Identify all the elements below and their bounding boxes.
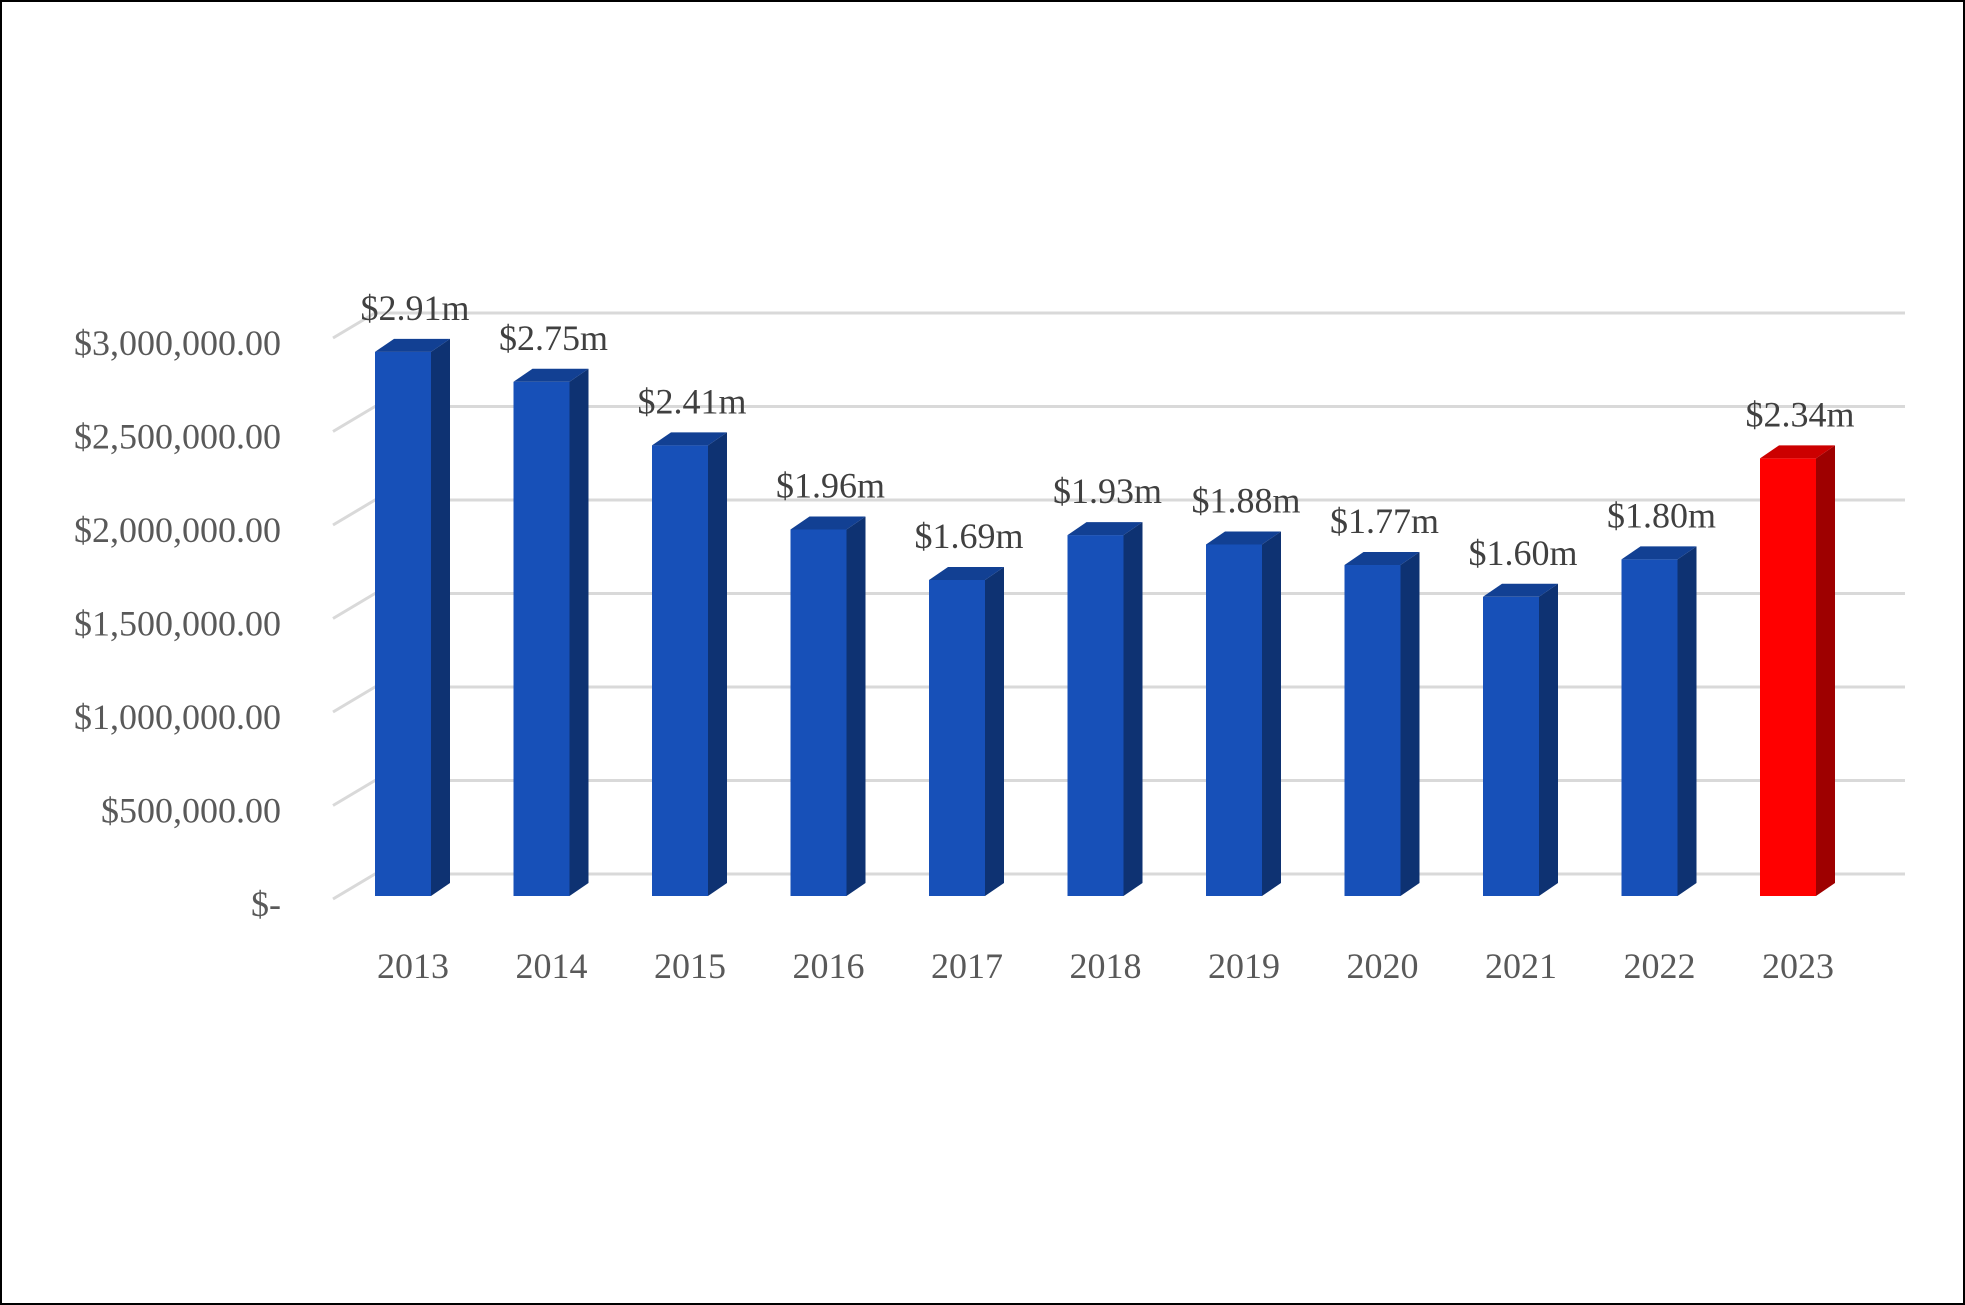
bar: [1067, 522, 1143, 896]
x-tick-label: 2023: [1762, 946, 1834, 986]
x-tick-label: 2021: [1485, 946, 1557, 986]
y-tick-label: $3,000,000.00: [74, 323, 281, 363]
bar: [513, 368, 589, 896]
bar-front: [929, 579, 985, 896]
y-tick-label: $1,500,000.00: [74, 604, 281, 644]
bar-side: [985, 566, 1004, 896]
x-tick-label: 2018: [1070, 946, 1142, 986]
data-label: $2.34m: [1745, 394, 1854, 434]
bar-side: [1123, 522, 1143, 896]
bar-top: [513, 368, 589, 382]
bar: [375, 338, 450, 897]
bar-top: [652, 432, 727, 446]
bar-top: [929, 566, 1004, 580]
bar-top: [1760, 445, 1835, 459]
x-tick-label: 2020: [1347, 946, 1419, 986]
bar-front: [790, 529, 847, 896]
y-tick-label: $1,000,000.00: [74, 697, 281, 737]
bar-front: [1621, 559, 1678, 896]
y-tick-label: $2,500,000.00: [74, 417, 281, 457]
bar: [652, 432, 727, 896]
bars: [375, 338, 1835, 897]
bar-front: [1483, 596, 1539, 896]
bar: [1344, 552, 1420, 896]
bar: [1483, 583, 1558, 896]
bar: [1206, 531, 1281, 896]
bar-side: [431, 338, 450, 897]
x-axis-tick-labels: 2013 2014 2015 2016 2017 2018 2019 2020 2021 2022…: [377, 946, 1834, 986]
y-tick-label: $-: [251, 884, 281, 924]
bar-front: [652, 445, 708, 896]
bar: [929, 566, 1004, 896]
bar-front: [1067, 535, 1124, 896]
bar-top: [1344, 552, 1420, 566]
bar-front: [1760, 458, 1816, 896]
bar-side: [1400, 552, 1420, 896]
data-label: $1.60m: [1468, 533, 1577, 573]
bar-side: [1262, 531, 1281, 896]
y-tick-label: $2,000,000.00: [74, 510, 281, 550]
bar-top: [375, 338, 450, 352]
data-labels: $2.91m $2.75m $2.41m $1.96m $1.69m $1.93m $1.8…: [360, 288, 1854, 573]
data-label: $1.80m: [1607, 495, 1716, 535]
bar-top: [1067, 522, 1143, 536]
data-label: $2.41m: [637, 381, 746, 421]
data-label: $1.93m: [1053, 471, 1162, 511]
bar-side: [1539, 583, 1558, 896]
bar-side: [1677, 546, 1697, 896]
bar-top: [1621, 546, 1697, 560]
gridline: [332, 311, 1905, 340]
bar-side: [1816, 445, 1835, 896]
data-label: $2.91m: [360, 288, 469, 328]
x-tick-label: 2014: [516, 946, 588, 986]
x-tick-label: 2013: [377, 946, 449, 986]
x-tick-label: 2022: [1624, 946, 1696, 986]
data-label: $1.88m: [1191, 480, 1300, 520]
data-label: $1.96m: [776, 465, 885, 505]
x-tick-label: 2017: [931, 946, 1003, 986]
bar: [1760, 445, 1835, 896]
bar-side: [846, 516, 866, 896]
bar-front: [1344, 565, 1401, 896]
x-tick-label: 2016: [793, 946, 865, 986]
data-label: $1.69m: [914, 516, 1023, 556]
bar-front: [513, 381, 570, 896]
bar-front: [1206, 544, 1262, 896]
bar-side: [708, 432, 727, 896]
bar-side: [569, 368, 589, 896]
data-label: $1.77m: [1330, 501, 1439, 541]
y-tick-label: $500,000.00: [101, 791, 281, 831]
bar: [1621, 546, 1697, 896]
bar: [790, 516, 866, 896]
bar-top: [1483, 583, 1558, 597]
y-axis-tick-labels: $- $500,000.00 $1,000,000.00 $1,500,000.00 $…: [74, 323, 281, 924]
bar-top: [790, 516, 866, 530]
x-tick-label: 2015: [654, 946, 726, 986]
data-label: $2.75m: [499, 318, 608, 358]
bar-front: [375, 351, 431, 897]
bar-top: [1206, 531, 1281, 545]
x-tick-label: 2019: [1208, 946, 1280, 986]
